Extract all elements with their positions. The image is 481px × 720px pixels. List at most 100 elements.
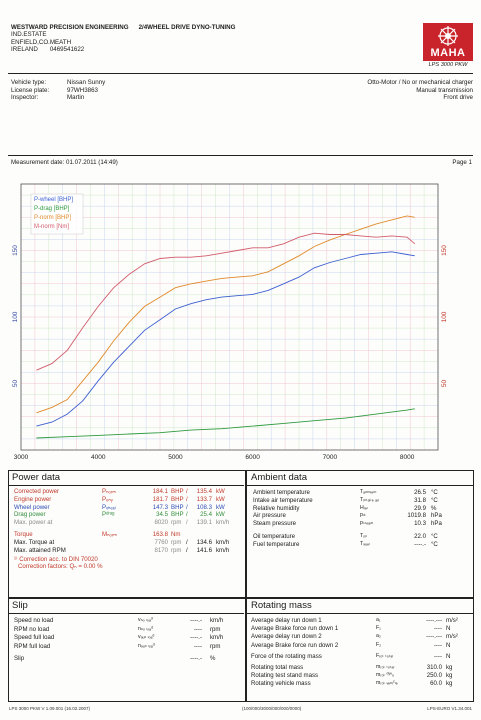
- rotating-row-label: Average delay run down 2: [251, 633, 322, 641]
- rotating-row-unit: N: [446, 652, 451, 660]
- power-row-separator: /: [186, 519, 188, 527]
- logo-badge: MAHA: [423, 23, 473, 61]
- power-row-symbol: Pᵈʳᵃᵍ: [102, 511, 115, 519]
- rotating-mass-box: [246, 598, 474, 702]
- x-tick-label: 4000: [91, 454, 106, 461]
- power-data-box: [8, 470, 246, 598]
- company-name: WESTWARD PRECISION ENGINEERING: [11, 24, 129, 31]
- y-tick-label-left: 100: [12, 311, 19, 322]
- vehicle-type-label: Vehicle type:: [11, 79, 47, 86]
- rotating-row-value: ----: [433, 652, 442, 660]
- power-row-unit: BHP: [171, 495, 184, 503]
- legend-entry: P-norm [BHP]: [34, 215, 71, 221]
- rotating-row-unit: N: [446, 625, 451, 633]
- maha-logo: MAHA LPS 3000 PKW: [423, 23, 473, 71]
- ambient-row-value: 31.8: [414, 496, 426, 504]
- rotating-row-symbol: F₂: [376, 641, 382, 648]
- inspector-value: Martin: [67, 94, 85, 102]
- y-tick-label-right: 150: [441, 245, 448, 256]
- rotating-row-symbol: mᵣₒₜ ᵥₑₕᵢᶜₗₑ: [376, 680, 398, 687]
- power-row-label: Drag power: [14, 511, 46, 519]
- slip-row-label: RPM full load: [14, 642, 51, 650]
- power-row-unit-2: km/h: [216, 519, 230, 527]
- rotating-row-label: Rotating vehicle mass: [251, 680, 311, 688]
- y-tick-label-left: 150: [12, 245, 19, 256]
- legend-entry: P-drag [BHP]: [34, 206, 70, 212]
- torque-row-unit-2: km/h: [216, 546, 230, 554]
- power-row-symbol: Pᵥₕₑₑₗ: [102, 503, 117, 511]
- plot-frame: [20, 183, 439, 451]
- ambient-row-unit: %: [431, 504, 437, 512]
- license-plate-label: License plate:: [11, 86, 50, 94]
- x-tick-label: 7000: [323, 454, 338, 461]
- slip-row-label: Slip: [14, 655, 25, 663]
- drive-type: Front drive: [443, 94, 473, 102]
- slip-row-unit: rpm: [210, 642, 221, 650]
- correction-note: ¹⁾ Correction acc. to DIN 70020: [14, 556, 98, 564]
- torque-row-separator: /: [186, 546, 188, 554]
- ambient-data-title: Ambient data: [251, 472, 307, 483]
- slip-row-value: ----.-: [190, 634, 202, 642]
- power-data-title: Power data: [12, 472, 61, 483]
- rotating-row-label: Average Brake force run down 2: [251, 641, 339, 649]
- power-row-unit-2: kW: [216, 488, 225, 495]
- rotating-row-label: Rotating total mass: [251, 664, 304, 671]
- ambient-row-symbol: Tₐₘₕᵢₑₙₜ: [360, 489, 377, 495]
- rotating-row-value: 310.0: [426, 664, 442, 671]
- power-row-separator: /: [186, 495, 188, 503]
- power-row-value-2: 139.1: [196, 519, 212, 527]
- company-header: WESTWARD PRECISION ENGINEERING 2/4WHEEL …: [11, 24, 235, 53]
- vehicle-row: License plate: 97WH3863: [11, 87, 105, 95]
- ambient-row-symbol: Tᵢₙₜₐₖₑ ₐᵢᵣ: [360, 496, 380, 503]
- rotating-row-symbol: Fᵣₒₜ ₜₒₜₐₗ: [376, 652, 394, 659]
- torque-row-label: Max. attained RPM: [14, 546, 66, 554]
- torque-row-value: 8170: [154, 546, 168, 554]
- address-line-3: IRELAND: [11, 45, 38, 53]
- ambient-row-label: Oil temperature: [253, 533, 295, 540]
- rotating-row-symbol: mᵣₒₜ ₜₒₜₐₗ: [376, 664, 395, 670]
- vehicle-row: Vehicle type: Nissan Sunny: [11, 79, 105, 87]
- address-line-2: ENFIELD,CO.MEATH: [11, 38, 72, 46]
- torque-row-value: 7760: [154, 538, 168, 546]
- x-tick-label: 3000: [14, 454, 29, 461]
- ambient-row-value: 1019.8: [407, 512, 426, 520]
- ambient-row-value: 10.3: [414, 520, 426, 528]
- rotating-mass-title: Rotating mass: [251, 600, 312, 611]
- rotating-row-value: 60.0: [430, 680, 442, 688]
- slip-title-rule: [8, 613, 244, 614]
- x-tick-label: 5000: [168, 454, 183, 461]
- ambient-row-symbol: Hᵣₑₗ: [360, 504, 368, 511]
- x-tick-label: 8000: [400, 454, 415, 461]
- series-line-3: [36, 215, 415, 414]
- rotating-row-label: Average delay run down 1: [251, 617, 322, 624]
- chart-legend: P-wheel [BHP] P-drag [BHP] P-norm [BHP] M-n…: [30, 193, 84, 235]
- torque-row-unit: rpm: [171, 538, 182, 546]
- torque-row-label: Max. Torque at: [14, 538, 55, 546]
- license-plate-value: 97WH3863: [67, 86, 98, 94]
- measurement-divider: [8, 155, 473, 156]
- transmission-type: Manual transmission: [416, 86, 473, 94]
- legend-entry: M-norm [Nm]: [34, 224, 69, 230]
- y-tick-label-right: 50: [441, 380, 448, 388]
- ambient-row-value: 29.9: [414, 504, 426, 512]
- slip-row-label: Speed full load: [14, 634, 55, 642]
- slip-row-unit: rpm: [210, 625, 221, 633]
- slip-row-symbol: vₙₒ ₗₒₐᵈ: [138, 617, 153, 623]
- ambient-row-label: Fuel temperature: [253, 540, 300, 548]
- footer-version-left: LPS 3000 PKW V 1.09.001 (16.02.2007): [9, 706, 91, 711]
- report-title: 2/4WHEEL DRIVE DYNO-TUNING: [138, 24, 236, 31]
- ambient-row-value: 26.5: [414, 489, 426, 496]
- rotating-row-label: Rotating test stand mass: [251, 672, 319, 680]
- ambient-row-unit: hPa: [431, 512, 442, 520]
- ambient-row-symbol: pₛₜₑₐₘ: [360, 520, 374, 527]
- slip-row-label: RPM no load: [14, 625, 50, 633]
- torque-row-symbol: Mₙₒᵣₘ: [102, 531, 118, 538]
- torque-row-value: 163.8: [152, 531, 168, 538]
- ambient-row-value: ----.-: [414, 540, 426, 548]
- power-row-symbol: Pₑₙᵧ: [102, 495, 113, 503]
- series-line-1: [36, 251, 415, 427]
- rotating-row-unit: kg: [446, 680, 453, 688]
- torque-row-separator: /: [186, 538, 188, 546]
- ambient-row-label: Steam pressure: [253, 520, 297, 528]
- torque-row-unit: Nm: [171, 531, 181, 538]
